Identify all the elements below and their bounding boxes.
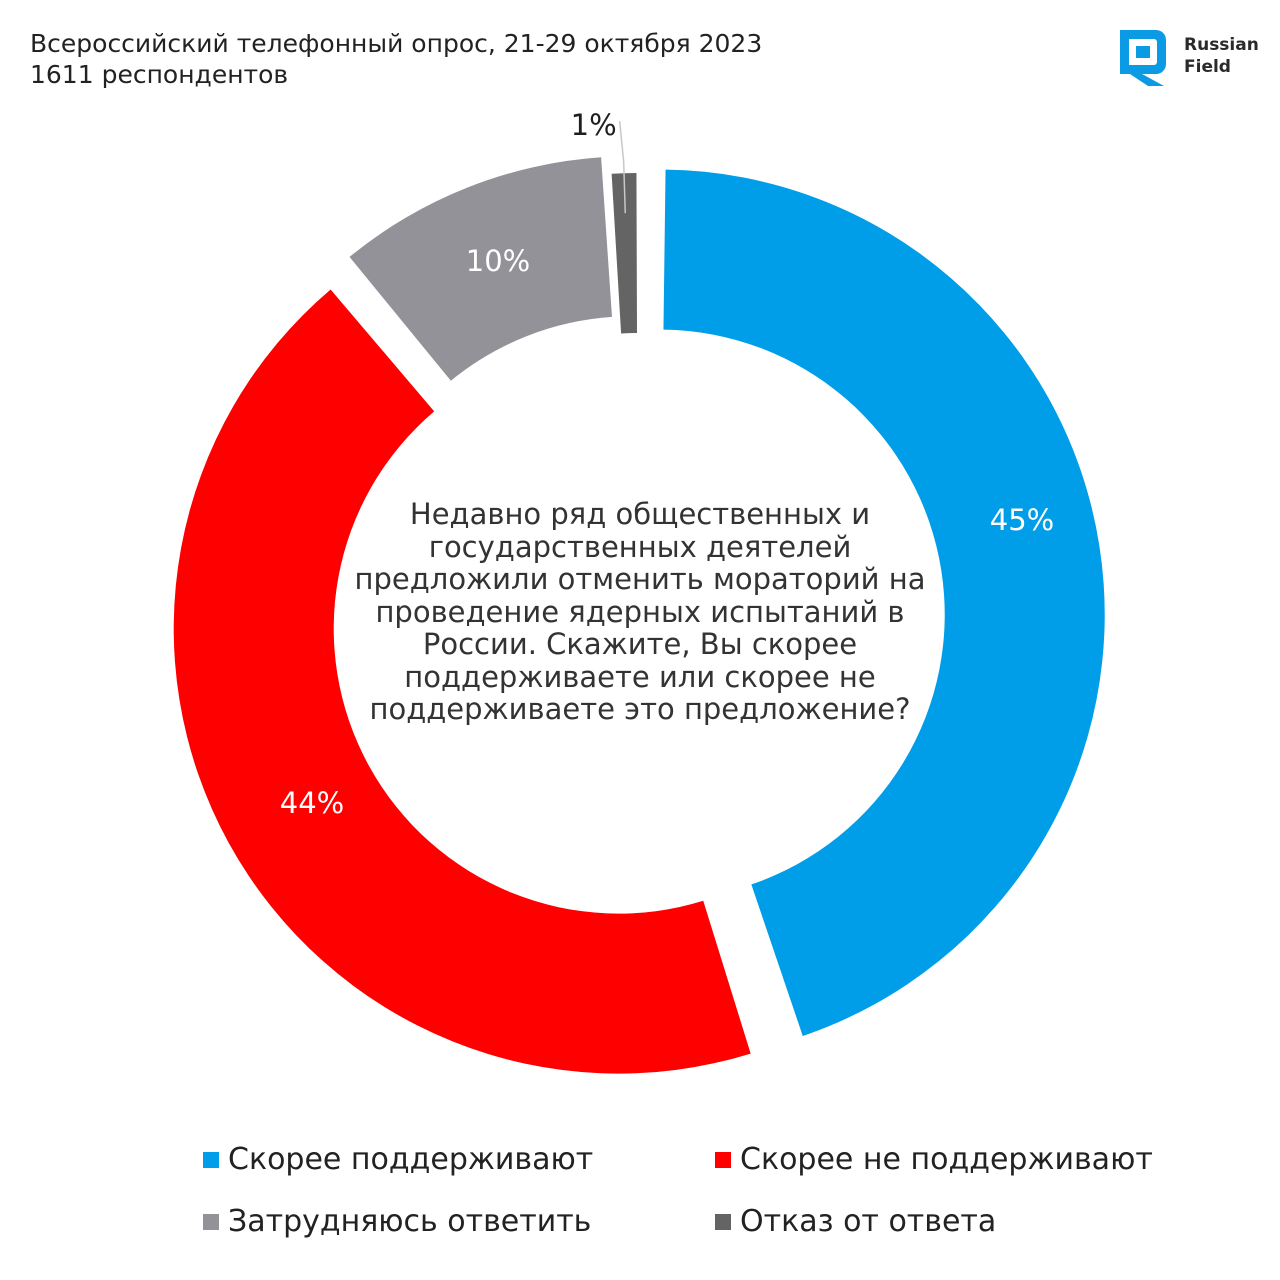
slice-label-support: 45% — [990, 503, 1054, 537]
legend-label-undecided: Затрудняюсь ответить — [228, 1204, 592, 1239]
russian-field-logo: Russian Field — [1112, 24, 1272, 90]
legend-label-refused: Отказ от ответа — [740, 1204, 997, 1239]
donut-chart: 45% 44% 10% 1% — [173, 108, 1105, 1074]
donut-slice-labels: 45% 44% 10% 1% — [280, 108, 1054, 820]
legend-item-refused: Отказ от ответа — [715, 1204, 996, 1239]
logo-text: Russian Field — [1184, 34, 1259, 78]
slice-label-oppose: 44% — [280, 786, 344, 820]
donut-slices — [173, 157, 1105, 1074]
legend-label-oppose: Скорее не поддерживают — [740, 1142, 1153, 1177]
legend-label-support: Скорее поддерживают — [228, 1142, 594, 1177]
legend-swatch-refused — [715, 1213, 731, 1230]
slice-label-undecided: 10% — [466, 244, 530, 278]
slice-label-refused: 1% — [571, 108, 617, 142]
legend-swatch-oppose — [715, 1151, 731, 1168]
donut-slice-oppose — [173, 289, 751, 1074]
donut-slice-undecided — [349, 157, 612, 381]
chart-legend: Скорее поддерживают Скорее не поддержива… — [0, 1130, 1280, 1260]
logo-text-line2: Field — [1184, 57, 1231, 77]
respondents-count: 1611 респондентов — [30, 60, 289, 89]
legend-item-oppose: Скорее не поддерживают — [715, 1142, 1153, 1177]
survey-question: Недавно ряд общественных и государственн… — [354, 497, 926, 726]
survey-title: Всероссийский телефонный опрос, 21-29 ок… — [30, 29, 763, 58]
logo-text-line1: Russian — [1184, 35, 1259, 55]
donut-slice-support — [663, 169, 1105, 1036]
legend-swatch-undecided — [203, 1213, 219, 1230]
survey-header: Всероссийский телефонный опрос, 21-29 ок… — [30, 28, 762, 90]
legend-swatch-support — [203, 1151, 219, 1168]
slice-leader-line-refused — [618, 121, 627, 214]
donut-slice-refused — [611, 173, 638, 334]
legend-item-undecided: Затрудняюсь ответить — [203, 1204, 591, 1239]
russian-field-logo-icon — [1120, 30, 1166, 86]
legend-item-support: Скорее поддерживают — [203, 1142, 593, 1177]
